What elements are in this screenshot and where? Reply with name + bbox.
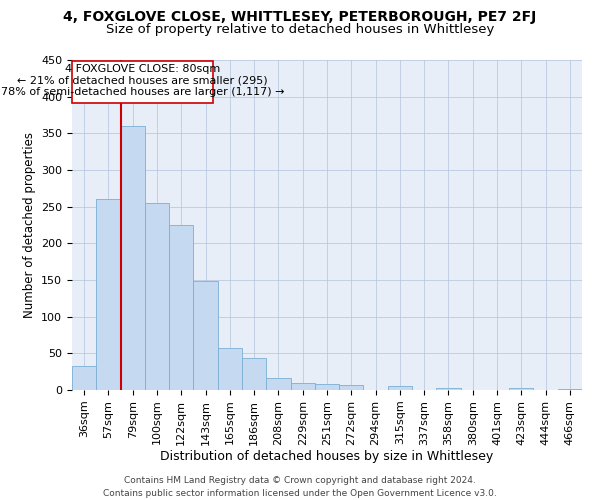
Bar <box>339 385 364 390</box>
Text: 4, FOXGLOVE CLOSE, WHITTLESEY, PETERBOROUGH, PE7 2FJ: 4, FOXGLOVE CLOSE, WHITTLESEY, PETERBORO… <box>64 10 536 24</box>
Y-axis label: Number of detached properties: Number of detached properties <box>23 132 35 318</box>
Bar <box>169 225 193 390</box>
Text: 78% of semi-detached houses are larger (1,117) →: 78% of semi-detached houses are larger (… <box>1 88 284 98</box>
Text: Size of property relative to detached houses in Whittlesey: Size of property relative to detached ho… <box>106 22 494 36</box>
Bar <box>121 126 145 390</box>
Bar <box>96 200 121 390</box>
Bar <box>558 388 582 390</box>
Bar <box>315 384 339 390</box>
X-axis label: Distribution of detached houses by size in Whittlesey: Distribution of detached houses by size … <box>160 450 494 464</box>
Bar <box>509 388 533 390</box>
Bar <box>193 282 218 390</box>
Text: ← 21% of detached houses are smaller (295): ← 21% of detached houses are smaller (29… <box>17 76 268 86</box>
Bar <box>145 203 169 390</box>
Text: 4 FOXGLOVE CLOSE: 80sqm: 4 FOXGLOVE CLOSE: 80sqm <box>65 64 220 74</box>
Bar <box>72 366 96 390</box>
Bar <box>218 348 242 390</box>
Bar <box>242 358 266 390</box>
Bar <box>290 382 315 390</box>
Bar <box>436 388 461 390</box>
Text: Contains HM Land Registry data © Crown copyright and database right 2024.
Contai: Contains HM Land Registry data © Crown c… <box>103 476 497 498</box>
FancyBboxPatch shape <box>72 62 213 102</box>
Bar <box>266 378 290 390</box>
Bar <box>388 386 412 390</box>
